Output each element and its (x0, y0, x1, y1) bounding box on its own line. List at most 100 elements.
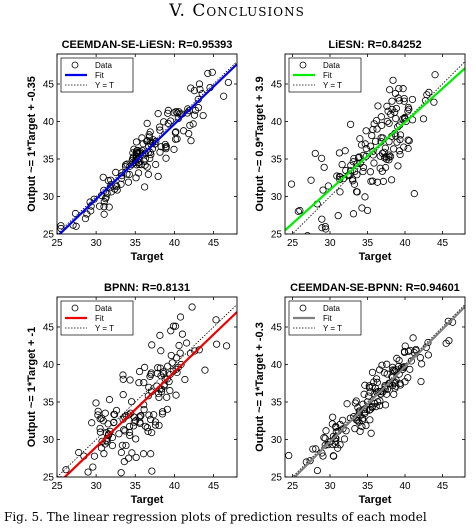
data-point (311, 149, 319, 158)
chart-title: CEEMDAN-SE-BPNN: R=0.94601 (290, 282, 460, 294)
data-point (374, 398, 382, 406)
data-point (349, 177, 357, 185)
y-tick-label: 30 (43, 192, 55, 203)
data-point (354, 417, 362, 425)
data-point (399, 363, 407, 372)
data-point (377, 113, 385, 121)
data-point (154, 389, 163, 398)
data-point (100, 198, 108, 206)
y-tick-label: 35 (271, 398, 283, 409)
data-point (354, 404, 362, 412)
legend-label-data: Data (323, 304, 340, 313)
data-point (318, 215, 326, 223)
fit-line (293, 305, 465, 477)
data-point (383, 102, 391, 110)
data-point (199, 111, 207, 120)
y-tick-label: 40 (271, 360, 283, 371)
data-point (182, 339, 191, 347)
section-heading: V. Conclusions (0, 0, 474, 22)
data-point (139, 450, 148, 458)
data-point (128, 449, 136, 457)
data-point (172, 365, 180, 373)
data-point (150, 411, 158, 419)
data-point (157, 347, 165, 355)
y-tick-label: 25 (43, 230, 55, 241)
data-point (160, 118, 168, 126)
data-point (405, 105, 413, 113)
plot-area (57, 61, 237, 234)
chart-panel-4: CEEMDAN-SE-BPNN: R=0.94601 25 30 35 40 45 25 30… (254, 282, 466, 506)
data-point (387, 110, 395, 118)
data-point (383, 360, 391, 368)
data-point (117, 448, 125, 457)
data-point (318, 224, 326, 232)
x-tick-label: 35 (130, 481, 142, 492)
plot-frame (284, 53, 466, 235)
data-point (339, 416, 347, 424)
data-point (361, 193, 369, 201)
data-point (349, 210, 358, 218)
data-point (201, 366, 209, 374)
data-point (338, 160, 346, 169)
data-point (124, 178, 133, 186)
identity-line (291, 304, 465, 477)
plot-area (285, 304, 465, 477)
data-point (141, 363, 149, 371)
data-point (378, 361, 386, 369)
data-point (399, 85, 407, 93)
data-point (362, 145, 370, 153)
data-point (349, 158, 357, 166)
data-point (105, 396, 114, 404)
data-point (151, 421, 160, 429)
data-point (362, 127, 370, 135)
data-point (167, 351, 175, 360)
data-point (334, 212, 342, 220)
data-point (163, 393, 171, 401)
data-point (442, 339, 450, 347)
data-point (363, 206, 372, 215)
x-tick-label: 40 (399, 481, 411, 492)
data-point (110, 410, 119, 419)
data-point (172, 128, 180, 136)
data-point (132, 453, 140, 462)
data-point (320, 163, 328, 171)
data-point (220, 92, 228, 100)
data-point (322, 225, 330, 233)
data-point (359, 167, 367, 176)
data-point (126, 431, 134, 440)
data-point (320, 434, 328, 442)
data-point (360, 390, 368, 398)
data-point (147, 370, 155, 379)
data-point (335, 149, 344, 157)
data-point (350, 180, 359, 188)
data-point (159, 408, 167, 416)
data-point (304, 232, 311, 234)
data-point (119, 375, 127, 383)
data-point (148, 467, 156, 475)
data-point (148, 341, 156, 349)
data-point (186, 121, 194, 129)
data-point (394, 162, 402, 170)
section-number: V. (169, 1, 186, 21)
data-point (110, 419, 118, 427)
data-point (285, 451, 293, 460)
data-point (307, 176, 315, 184)
data-point (406, 346, 414, 355)
data-point (108, 442, 117, 450)
data-point (321, 434, 329, 442)
chart-title: CEEMDAN-SE-LiESN: R=0.95393 (62, 39, 233, 51)
x-tick-label: 30 (324, 238, 336, 249)
data-point (103, 438, 111, 446)
legend-label-data: Data (95, 61, 112, 70)
data-point (190, 111, 199, 119)
data-point (353, 188, 361, 196)
data-point (125, 422, 134, 431)
data-point (94, 407, 102, 415)
data-point (154, 110, 162, 118)
data-point (157, 372, 165, 380)
data-point (318, 235, 324, 241)
data-point (162, 143, 170, 151)
data-point (145, 133, 153, 141)
data-point (118, 441, 126, 449)
data-point (144, 170, 152, 178)
